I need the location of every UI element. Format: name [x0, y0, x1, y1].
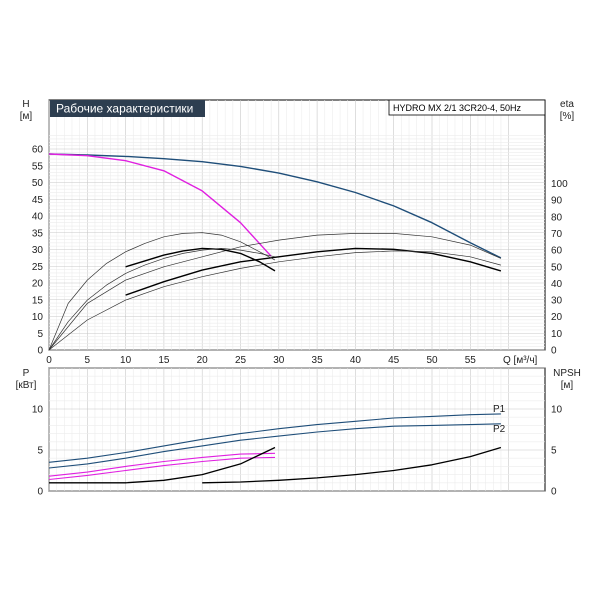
head-tick-label: 55: [32, 161, 44, 172]
flow-tick-label: 55: [465, 355, 477, 366]
power-single-1-curve: [48, 452, 276, 477]
flow-tick-label: 30: [273, 355, 285, 366]
npsh-axis-label: NPSH [м]: [553, 368, 581, 391]
eta-tick-label: 80: [551, 212, 563, 223]
eta-single-upper-curve: [48, 232, 276, 351]
npsh-tick-label: 5: [551, 446, 557, 457]
power-plot-tick-labels: 0 5 10 0 5 10: [32, 405, 563, 498]
head-plot-series: [48, 153, 502, 351]
head-tick-label: 10: [32, 312, 44, 323]
power-npsh-plot: 0 5 10 0 5 10 P [кВт] NPSH [м] P1 P2: [16, 367, 581, 498]
flow-tick-label: 0: [46, 355, 52, 366]
power-tick-label: 0: [37, 487, 43, 498]
flow-tick-label: 5: [85, 355, 91, 366]
flow-tick-label: 35: [312, 355, 324, 366]
chart-title-background: [50, 100, 205, 117]
head-axis-label: H [м]: [20, 99, 33, 122]
npsh-tick-label: 10: [551, 405, 563, 416]
eta-tick-label: 60: [551, 246, 563, 257]
flow-tick-label: 20: [197, 355, 209, 366]
series-label-p2: P2: [493, 424, 506, 435]
eta-tick-label: 10: [551, 329, 563, 340]
head-tick-label: 45: [32, 195, 44, 206]
pump-model-label: HYDRO MX 2/1 3CR20-4, 50Hz: [393, 103, 522, 113]
head-tick-label: 30: [32, 245, 44, 256]
eta-total-lower-curve: [48, 250, 501, 351]
head-tick-label: 35: [32, 228, 44, 239]
flow-axis-label: Q [м³/ч]: [503, 355, 538, 366]
head-tick-label: 25: [32, 262, 44, 273]
eta-tick-label: 50: [551, 262, 563, 273]
pump-model-box: [388, 99, 546, 116]
eta-tick-label: 90: [551, 196, 563, 207]
eta-tick-label: 70: [551, 229, 563, 240]
eta-tick-label: 40: [551, 279, 563, 290]
power-tick-label: 10: [32, 405, 44, 416]
flow-tick-label: 15: [158, 355, 170, 366]
series-label-p1: P1: [493, 404, 506, 415]
head-tick-label: 15: [32, 295, 44, 306]
eta-tick-label: 30: [551, 296, 563, 307]
head-tick-label: 5: [37, 329, 43, 340]
flow-tick-label: 40: [350, 355, 362, 366]
npsh-total-curve: [202, 446, 502, 484]
eta-tick-label: 20: [551, 312, 563, 323]
head-tick-label: 0: [37, 346, 43, 357]
flow-tick-label: 25: [235, 355, 247, 366]
head-efficiency-plot: 0510152025303540455055600102030405060708…: [20, 99, 575, 366]
chart-title: Рабочие характеристики: [56, 102, 193, 116]
power-series-labels: P1 P2: [493, 404, 506, 435]
head-tick-label: 50: [32, 178, 44, 189]
P2-curve: [48, 423, 501, 469]
power-axis-label: P [кВт]: [16, 368, 37, 391]
eta-tick-label: 100: [551, 179, 568, 190]
power-plot-series: [48, 413, 502, 484]
flow-tick-label: 50: [426, 355, 438, 366]
eta-total-upper-curve: [48, 233, 502, 351]
head-plot-grid: [48, 100, 545, 351]
eta-single-lower-curve: [48, 248, 276, 351]
power-plot-frame: [48, 367, 546, 492]
flow-tick-label: 10: [120, 355, 132, 366]
head-tick-label: 20: [32, 279, 44, 290]
head-plot-tick-labels: 0510152025303540455055600102030405060708…: [32, 145, 568, 367]
eta-axis-label: eta [%]: [560, 99, 575, 122]
eta-tick-label: 0: [551, 346, 557, 357]
head-tick-label: 40: [32, 212, 44, 223]
npsh-tick-label: 0: [551, 487, 557, 498]
eta-single-main-curve: [125, 247, 276, 272]
head-tick-label: 60: [32, 145, 44, 156]
head-total-curve: [48, 153, 502, 259]
power-single-2-curve: [48, 456, 276, 481]
eta-total-main-curve: [125, 247, 502, 296]
head-single-curve: [48, 153, 272, 257]
head-plot-frame: [48, 99, 546, 351]
P1-curve: [48, 413, 501, 463]
power-tick-label: 5: [37, 446, 43, 457]
flow-tick-label: 45: [388, 355, 400, 366]
power-plot-grid: [48, 367, 545, 492]
npsh-single-curve: [49, 446, 276, 484]
